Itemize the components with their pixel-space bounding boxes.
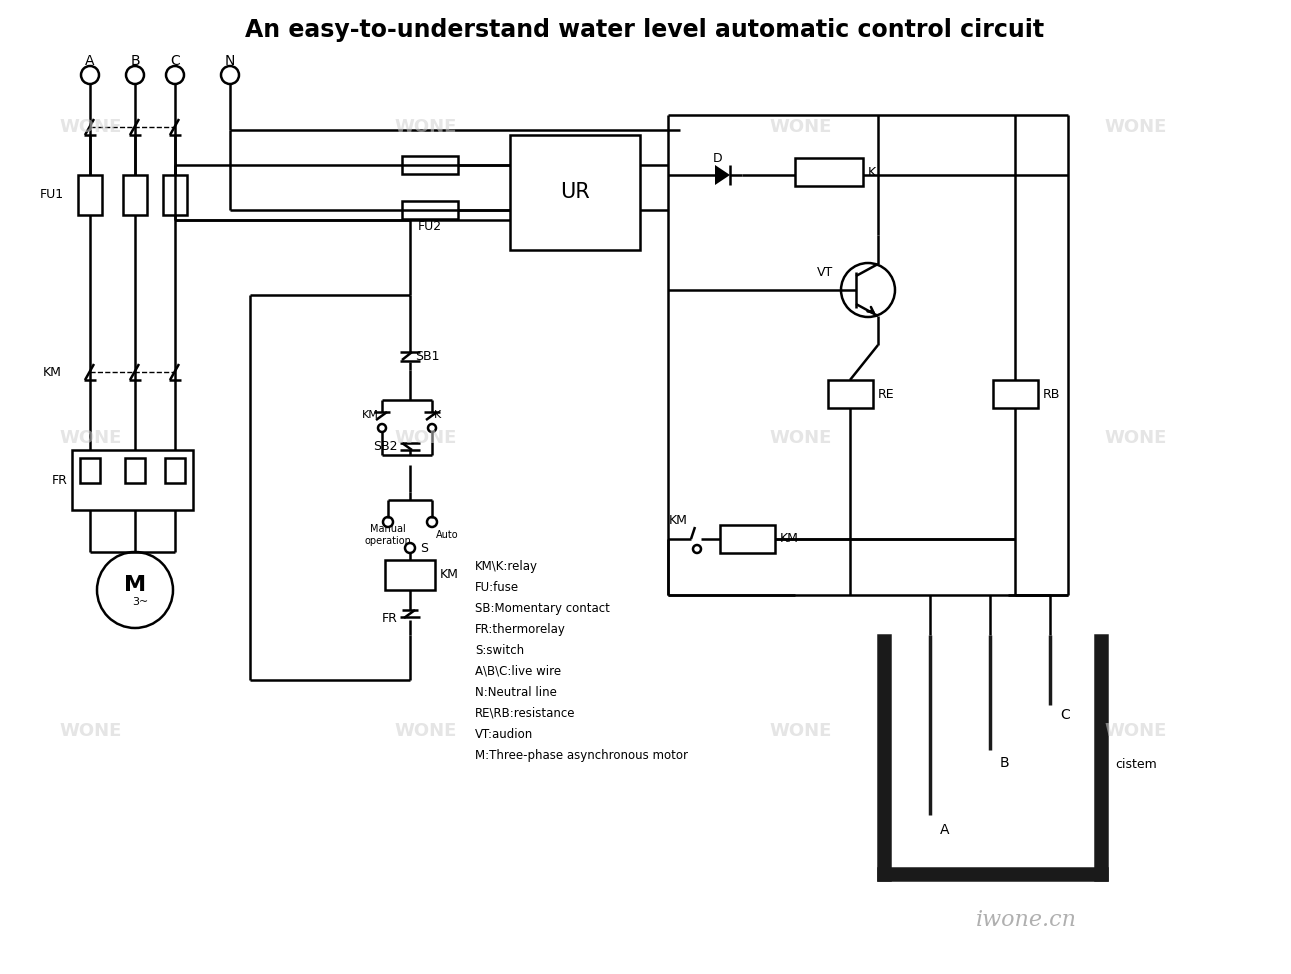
Text: A: A [85, 54, 94, 68]
Bar [878, 868, 1106, 880]
Text: KM\K:relay: KM\K:relay [475, 560, 538, 573]
Text: UR: UR [560, 182, 590, 202]
Bar [72, 450, 192, 510]
Text: WONE: WONE [395, 118, 457, 135]
Text: VT:audion: VT:audion [475, 728, 533, 741]
Text: S: S [420, 542, 429, 554]
Bar [1095, 635, 1106, 880]
Text: N:Neutral line: N:Neutral line [475, 686, 556, 699]
Bar [123, 175, 147, 215]
Text: iwone.cn: iwone.cn [976, 910, 1077, 931]
Text: C: C [1060, 708, 1070, 722]
Text: WONE: WONE [59, 722, 121, 739]
Text: KM: KM [440, 569, 458, 581]
Text: S:switch: S:switch [475, 644, 524, 657]
Circle shape [127, 66, 145, 84]
Text: WONE: WONE [1105, 430, 1167, 447]
Text: VT: VT [817, 266, 833, 279]
Bar [720, 525, 775, 553]
Bar [795, 158, 862, 186]
Bar [402, 156, 458, 174]
Text: B: B [1001, 756, 1010, 770]
Text: WONE: WONE [395, 430, 457, 447]
Text: KM: KM [780, 533, 799, 545]
Polygon shape [715, 165, 729, 185]
Circle shape [378, 424, 386, 432]
Text: KM: KM [361, 410, 380, 420]
Text: FU2: FU2 [418, 219, 442, 233]
Circle shape [97, 552, 173, 628]
Text: WONE: WONE [1105, 118, 1167, 135]
Text: K: K [868, 166, 877, 178]
Bar [163, 175, 187, 215]
Text: WONE: WONE [769, 430, 831, 447]
Text: WONE: WONE [1105, 722, 1167, 739]
Text: FR: FR [382, 612, 398, 624]
Bar [165, 458, 185, 483]
Text: RB: RB [1043, 388, 1060, 400]
Text: C: C [170, 54, 179, 68]
Bar [77, 175, 102, 215]
Text: M:Three-phase asynchronous motor: M:Three-phase asynchronous motor [475, 749, 688, 762]
Circle shape [427, 517, 436, 527]
Circle shape [81, 66, 99, 84]
Text: FR:thermorelay: FR:thermorelay [475, 623, 565, 636]
Bar [993, 380, 1038, 408]
Text: WONE: WONE [59, 118, 121, 135]
Circle shape [840, 263, 895, 317]
Text: KM: KM [43, 365, 62, 379]
Text: K: K [434, 410, 442, 420]
Text: KM: KM [669, 514, 688, 528]
Text: RE\RB:resistance: RE\RB:resistance [475, 707, 576, 720]
Text: A: A [940, 823, 949, 837]
Text: WONE: WONE [769, 118, 831, 135]
Circle shape [383, 517, 392, 527]
Text: FR: FR [52, 473, 68, 486]
Text: SB1: SB1 [414, 350, 439, 362]
Circle shape [693, 545, 701, 553]
Circle shape [429, 424, 436, 432]
Circle shape [221, 66, 239, 84]
Text: WONE: WONE [769, 722, 831, 739]
Text: FU1: FU1 [40, 189, 65, 202]
Text: RE: RE [878, 388, 895, 400]
Text: A\B\C:live wire: A\B\C:live wire [475, 665, 562, 678]
Text: WONE: WONE [59, 430, 121, 447]
Text: An easy-to-understand water level automatic control circuit: An easy-to-understand water level automa… [245, 18, 1044, 42]
Text: WONE: WONE [395, 722, 457, 739]
Bar [125, 458, 145, 483]
Text: SB2: SB2 [373, 440, 398, 454]
Text: Auto: Auto [436, 530, 458, 540]
Bar [510, 135, 640, 250]
Text: N: N [225, 54, 235, 68]
Text: FU:fuse: FU:fuse [475, 581, 519, 594]
Bar [878, 635, 889, 880]
Text: B: B [130, 54, 139, 68]
Text: cistem: cistem [1115, 759, 1157, 771]
Text: 3~: 3~ [132, 597, 148, 607]
Text: M: M [124, 575, 146, 595]
Bar [80, 458, 99, 483]
Bar [828, 380, 873, 408]
Circle shape [405, 543, 414, 553]
Text: SB:Momentary contact: SB:Momentary contact [475, 602, 609, 615]
Text: D: D [713, 152, 723, 165]
Bar [385, 560, 435, 590]
Circle shape [167, 66, 185, 84]
Bar [402, 201, 458, 219]
Text: Manual
operation: Manual operation [364, 524, 412, 545]
